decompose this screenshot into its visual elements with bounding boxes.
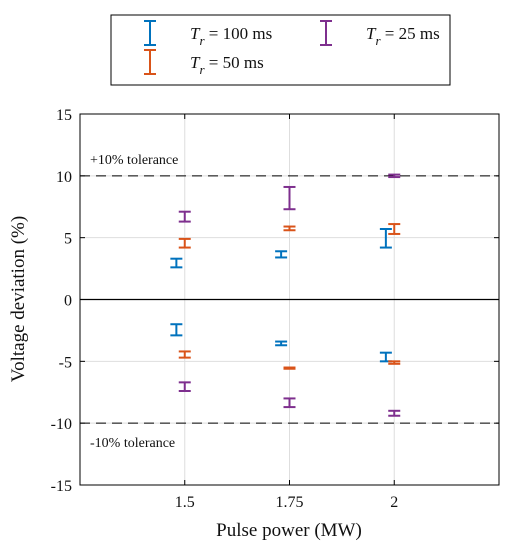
x-tick-label: 2 [390,494,398,511]
legend-label: Tr = 25 ms [366,24,440,48]
legend-box [110,14,451,86]
error-bars [170,173,401,417]
error-bar [178,381,191,393]
upper-tolerance-label: +10% tolerance [90,153,178,168]
x-axis-ticks: 1.5 1.75 2 [175,114,398,511]
error-bar [170,323,183,337]
error-bar [379,228,392,249]
error-bar [275,250,288,259]
y-tick-label: 15 [56,107,72,124]
error-bar [178,350,191,359]
x-axis-label: Pulse power (MW) [216,520,362,541]
legend-entry: Tr = 25 ms [320,20,440,48]
y-tick-label: 5 [64,231,72,248]
error-bar [283,185,296,211]
y-tick-label: -15 [51,478,72,495]
lower-tolerance-label: -10% tolerance [90,436,175,451]
error-bar [283,225,296,232]
legend-entry: Tr = 50 ms [144,49,264,77]
y-tick-label: 0 [64,293,72,310]
error-bar [275,340,288,347]
error-bar [388,173,401,179]
legend-entry: Tr = 100 ms [144,20,272,48]
x-tick-label: 1.75 [276,494,304,511]
legend-label: Tr = 100 ms [190,24,272,48]
y-axis-label: Voltage deviation (%) [8,216,29,382]
y-tick-label: 10 [56,169,72,186]
y-tick-label: -5 [59,354,72,371]
error-bar [388,360,401,365]
legend: Tr = 100 ms Tr = 50 ms Tr = 25 ms [110,14,451,86]
reference-lines: +10% tolerance -10% tolerance [80,153,499,451]
error-bar [379,351,392,363]
error-bar [283,366,296,370]
error-bar [170,257,183,269]
error-bar [388,409,401,417]
error-bar [178,237,191,249]
error-bar [283,397,296,409]
y-axis-ticks: 15 10 5 0 -5 -10 -15 [51,107,499,495]
x-tick-label: 1.5 [175,494,195,511]
y-tick-label: -10 [51,416,72,433]
legend-label: Tr = 50 ms [190,53,264,77]
error-bar [388,223,401,235]
error-bar [178,210,191,223]
